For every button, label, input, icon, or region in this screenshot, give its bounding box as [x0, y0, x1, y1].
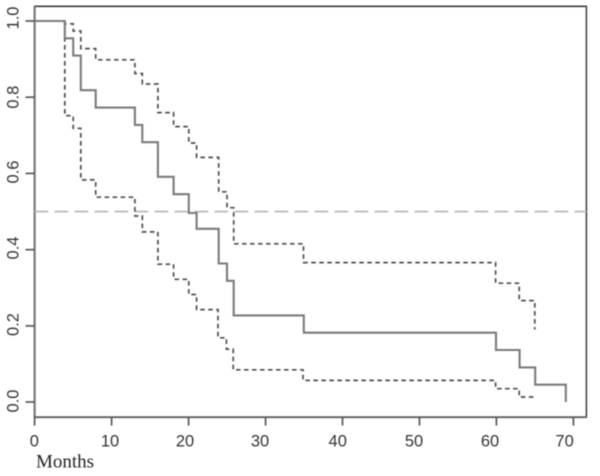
svg-text:0.6: 0.6 — [5, 161, 23, 184]
svg-text:10: 10 — [101, 433, 119, 451]
svg-text:70: 70 — [555, 433, 573, 451]
svg-text:0.8: 0.8 — [5, 86, 23, 109]
svg-text:0.4: 0.4 — [5, 237, 23, 260]
svg-text:0: 0 — [30, 433, 39, 451]
svg-text:40: 40 — [329, 433, 347, 451]
svg-text:50: 50 — [405, 433, 423, 451]
svg-text:0.0: 0.0 — [5, 390, 23, 413]
svg-text:1.0: 1.0 — [5, 7, 23, 30]
svg-text:30: 30 — [251, 433, 269, 451]
svg-text:0.2: 0.2 — [5, 313, 23, 336]
svg-text:Months: Months — [36, 452, 94, 473]
svg-text:20: 20 — [176, 433, 194, 451]
svg-text:60: 60 — [481, 433, 499, 451]
